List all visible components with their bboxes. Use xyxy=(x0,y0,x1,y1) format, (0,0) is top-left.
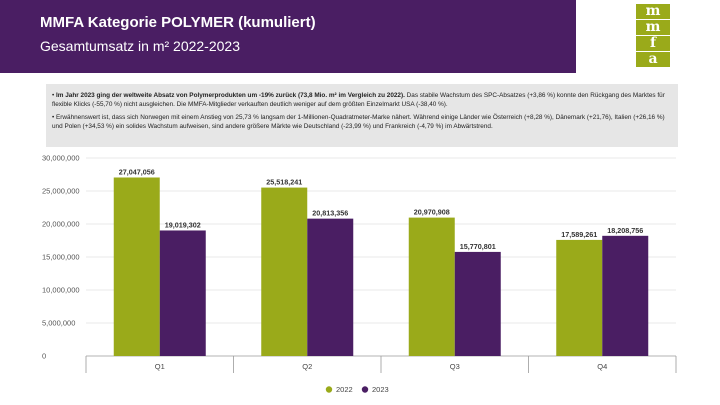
bar-chart: 0 5,000,000 10,000,000 15,000,000 20,000,000… xyxy=(42,154,677,394)
bar xyxy=(556,239,603,356)
logo-letter: m xyxy=(636,20,670,35)
note-bullet: • Erwähnenswert ist, dass sich Norwegen … xyxy=(52,114,665,130)
y-tick-label: 0 xyxy=(42,352,46,361)
page-title: MMFA Kategorie POLYMER (kumuliert) xyxy=(40,14,316,31)
note-text: Das stabile Wachstum des SPC-Absatzes (+… xyxy=(52,92,665,108)
legend-marker xyxy=(361,386,369,393)
bar xyxy=(159,230,206,356)
legend-label: 2023 xyxy=(372,385,389,394)
bar xyxy=(307,218,354,356)
legend-label: 2022 xyxy=(336,385,353,394)
mmfa-logo: m m f a xyxy=(636,4,670,68)
data-label: 19,019,302 xyxy=(165,220,201,229)
header-banner: MMFA Kategorie POLYMER (kumuliert) Gesam… xyxy=(0,0,576,73)
y-tick-label: 10,000,000 xyxy=(42,286,80,295)
page-subtitle: Gesamtumsatz in m² 2022-2023 xyxy=(40,38,240,54)
notes-box: • Im Jahr 2023 ging der weltweite Absatz… xyxy=(46,84,678,147)
data-label: 20,813,356 xyxy=(312,209,348,218)
logo-letter: a xyxy=(636,52,670,67)
bar xyxy=(602,235,649,356)
bar xyxy=(113,177,160,356)
x-tick-label: Q4 xyxy=(597,362,607,371)
logo-letter: m xyxy=(636,4,670,19)
bar xyxy=(408,217,455,356)
bar xyxy=(261,187,308,356)
x-tick-label: Q1 xyxy=(155,362,165,371)
data-label: 27,047,056 xyxy=(119,167,155,176)
y-tick-label: 5,000,000 xyxy=(42,319,75,328)
y-tick-label: 30,000,000 xyxy=(42,154,80,163)
data-label: 18,208,756 xyxy=(607,226,643,235)
y-tick-label: 20,000,000 xyxy=(42,220,80,229)
y-tick-label: 15,000,000 xyxy=(42,253,80,262)
note-bold-text: Im Jahr 2023 ging der weltweite Absatz v… xyxy=(56,92,405,99)
data-label: 17,589,261 xyxy=(561,230,597,239)
data-label: 15,770,801 xyxy=(460,242,496,251)
legend-marker xyxy=(325,386,333,393)
x-tick-label: Q3 xyxy=(450,362,460,371)
note-bullet: • Im Jahr 2023 ging der weltweite Absatz… xyxy=(52,92,665,108)
note-text: Erwähnenswert ist, dass sich Norwegen mi… xyxy=(52,114,665,130)
y-tick-label: 25,000,000 xyxy=(42,187,80,196)
data-label: 20,970,908 xyxy=(414,208,450,217)
x-tick-label: Q2 xyxy=(302,362,312,371)
logo-letter: f xyxy=(636,36,670,51)
bar xyxy=(454,251,501,356)
data-label: 25,518,241 xyxy=(266,178,302,187)
